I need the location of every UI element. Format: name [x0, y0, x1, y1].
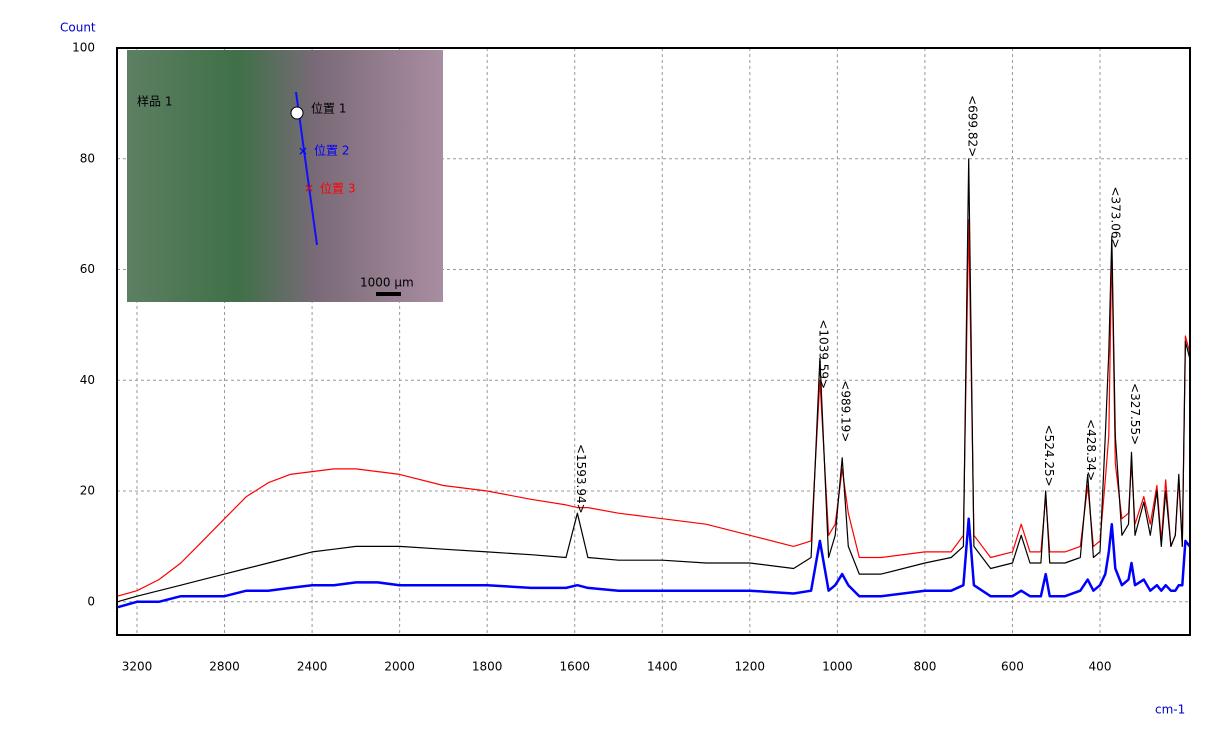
x-tick-label: 800 [913, 660, 936, 674]
peak-label: <1039.59> [817, 319, 831, 389]
y-tick-label: 20 [80, 484, 95, 498]
x-tick-label: 1000 [822, 660, 853, 674]
x-tick-label: 2800 [209, 660, 240, 674]
x-tick-label: 400 [1089, 660, 1112, 674]
spectrum-line [117, 158, 1190, 603]
x-tick-label: 1200 [735, 660, 766, 674]
peak-label: <524.25> [1042, 425, 1056, 487]
x-tick-label: 1600 [559, 660, 590, 674]
marker-1 [290, 106, 304, 120]
x-axis-label: cm-1 [1155, 703, 1185, 717]
marker-3: ✕ [304, 182, 314, 196]
peak-label: <699.82> [965, 95, 979, 157]
x-tick-label: 1400 [647, 660, 678, 674]
inset-title: 样品 1 [137, 94, 172, 109]
inset-image [127, 50, 443, 302]
peak-label: <989.19> [839, 380, 853, 442]
peak-label: <428.34> [1084, 419, 1098, 481]
x-tick-label: 1800 [472, 660, 503, 674]
x-tick-label: 3200 [122, 660, 153, 674]
peak-label: <1593.94> [574, 444, 588, 514]
position-label: 位置 1 [311, 101, 346, 116]
peak-label: <373.06> [1108, 186, 1122, 248]
marker-2: ✕ [298, 145, 308, 159]
plot-frame [116, 47, 1191, 636]
y-tick-label: 100 [72, 41, 95, 55]
spectrum-line [117, 517, 1190, 609]
y-tick-label: 60 [80, 262, 95, 276]
y-axis-label: Count [60, 21, 96, 35]
x-tick-label: 600 [1001, 660, 1024, 674]
position-label: 位置 2 [314, 143, 349, 158]
x-tick-label: 2400 [297, 660, 328, 674]
y-tick-label: 80 [80, 151, 95, 165]
position-label: 位置 3 [320, 181, 355, 196]
scale-bar [376, 292, 401, 296]
x-tick-label: 2000 [384, 660, 415, 674]
peak-label: <327.55> [1128, 383, 1142, 445]
scale-label: 1000 µm [360, 276, 414, 290]
inset: ✕ ✕ 样品 1 位置 1 位置 2 位置 3 1000 µm [127, 50, 443, 302]
y-tick-label: 0 [87, 594, 95, 608]
y-tick-label: 40 [80, 373, 95, 387]
